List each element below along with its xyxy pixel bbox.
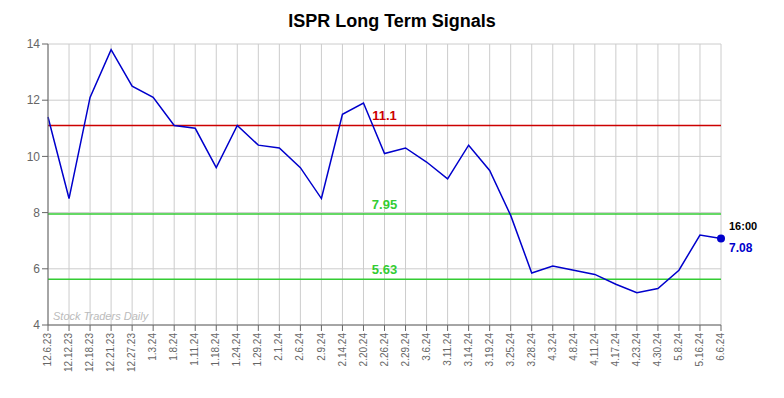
- svg-text:5.63: 5.63: [372, 262, 397, 277]
- svg-text:7.08: 7.08: [729, 241, 753, 255]
- svg-text:12.12.23: 12.12.23: [63, 333, 74, 372]
- svg-text:4.17.24: 4.17.24: [610, 333, 621, 367]
- svg-text:6: 6: [33, 262, 40, 276]
- svg-text:2.9.24: 2.9.24: [316, 333, 327, 361]
- svg-text:11.1: 11.1: [372, 108, 397, 123]
- svg-text:7.95: 7.95: [372, 197, 397, 212]
- svg-text:1.18.24: 1.18.24: [210, 333, 221, 367]
- svg-text:3.25.24: 3.25.24: [505, 333, 516, 367]
- svg-text:14: 14: [27, 37, 41, 51]
- svg-text:5.16.24: 5.16.24: [694, 333, 705, 367]
- svg-text:12.18.23: 12.18.23: [84, 333, 95, 372]
- svg-text:3.11.24: 3.11.24: [442, 333, 453, 366]
- svg-text:6.6.24: 6.6.24: [715, 333, 726, 361]
- svg-text:4.23.24: 4.23.24: [631, 333, 642, 367]
- svg-text:2.6.24: 2.6.24: [294, 333, 305, 361]
- svg-text:12.21.23: 12.21.23: [105, 333, 116, 372]
- svg-text:2.29.24: 2.29.24: [400, 333, 411, 367]
- svg-text:8: 8: [33, 206, 40, 220]
- svg-text:12.6.23: 12.6.23: [42, 333, 53, 367]
- svg-text:1.29.24: 1.29.24: [252, 333, 263, 367]
- svg-text:16:00: 16:00: [729, 220, 757, 232]
- svg-text:5.8.24: 5.8.24: [673, 333, 684, 361]
- svg-text:12.27.23: 12.27.23: [126, 333, 137, 372]
- svg-text:4.30.24: 4.30.24: [652, 333, 663, 367]
- svg-text:4.3.24: 4.3.24: [547, 333, 558, 361]
- svg-text:1.24.24: 1.24.24: [231, 333, 242, 367]
- svg-text:1.8.24: 1.8.24: [168, 333, 179, 361]
- svg-text:3.14.24: 3.14.24: [463, 333, 474, 367]
- svg-text:Stock Traders Daily: Stock Traders Daily: [53, 310, 150, 322]
- svg-text:3.28.24: 3.28.24: [526, 333, 537, 367]
- svg-text:3.19.24: 3.19.24: [484, 333, 495, 367]
- svg-text:1.11.24: 1.11.24: [189, 333, 200, 366]
- html-text:ISPR Long Term Signals: ISPR Long Term Signals: [288, 11, 496, 31]
- svg-text:4.8.24: 4.8.24: [568, 333, 579, 361]
- svg-text:2.20.24: 2.20.24: [358, 333, 369, 367]
- svg-text:3.6.24: 3.6.24: [421, 333, 432, 361]
- svg-text:2.14.24: 2.14.24: [337, 333, 348, 367]
- svg-text:2.26.24: 2.26.24: [379, 333, 390, 367]
- svg-text:12: 12: [27, 93, 41, 107]
- svg-text:10: 10: [27, 150, 41, 164]
- svg-text:4.11.24: 4.11.24: [589, 333, 600, 366]
- svg-text:2.1.24: 2.1.24: [273, 333, 284, 361]
- svg-text:4: 4: [33, 318, 40, 332]
- svg-text:1.3.24: 1.3.24: [147, 333, 158, 361]
